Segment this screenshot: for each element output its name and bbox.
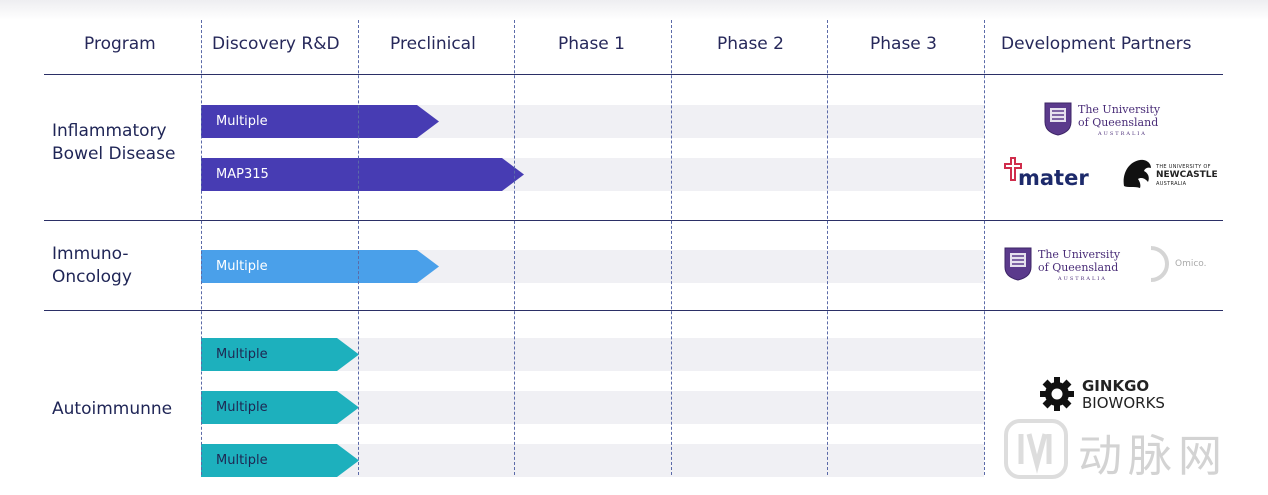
- column-divider-preclinical: [358, 20, 359, 475]
- uq-name-line1: The University: [1078, 103, 1161, 116]
- bar-ibd-map315: MAP315: [201, 158, 524, 191]
- uq-subtitle: AUSTRALIA: [1098, 131, 1147, 137]
- uq-name-line2: of Queensland: [1078, 116, 1159, 129]
- omico-arc-icon: [1150, 246, 1169, 282]
- mater-cross-icon: [1004, 157, 1022, 181]
- newcastle-subtitle: AUSTRALIA: [1156, 181, 1187, 187]
- bar-immuno-multiple: Multiple: [201, 250, 439, 283]
- watermark-text: 动脉网: [1078, 431, 1228, 482]
- uq-subtitle-2: AUSTRALIA: [1058, 276, 1107, 282]
- ginkgo-line1: GINKGO: [1082, 377, 1150, 395]
- uq-name-line2-2: of Queensland: [1038, 261, 1119, 274]
- row-divider-1: [44, 220, 1223, 221]
- program-ibd: Inflammatory Bowel Disease: [52, 121, 176, 164]
- bar-ibd-multiple: Multiple: [201, 105, 439, 138]
- ginkgo-gear-icon: [1040, 377, 1074, 411]
- header-partners: Development Partners: [1001, 34, 1192, 54]
- column-divider-phase1: [514, 20, 515, 475]
- header-phase2: Phase 2: [717, 34, 784, 54]
- uq-name-line1-2: The University: [1038, 248, 1121, 261]
- header-phase3: Phase 3: [870, 34, 937, 54]
- ginkgo-line2: BIOWORKS: [1082, 394, 1165, 412]
- row-divider-2: [44, 310, 1223, 311]
- column-divider-discovery: [201, 20, 202, 475]
- header-divider: [44, 74, 1223, 75]
- header-preclinical: Preclinical: [390, 34, 476, 54]
- uq-crest-icon: [1044, 102, 1072, 136]
- omico-wordmark: Omico.: [1175, 259, 1207, 269]
- program-autoimmune: Autoimmunne: [52, 399, 173, 419]
- uq-crest-icon-2: [1004, 247, 1032, 281]
- bar-auto-multiple-1: Multiple: [201, 338, 359, 371]
- header-discovery: Discovery R&D: [212, 34, 340, 54]
- newcastle-name: NEWCASTLE: [1156, 170, 1218, 180]
- top-band: [0, 0, 1268, 20]
- column-divider-partners: [984, 20, 985, 475]
- newcastle-small-text: THE UNIVERSITY OF: [1156, 164, 1211, 170]
- watermark-logo-icon: [1004, 419, 1068, 479]
- program-immuno-oncology: Immuno-Oncology: [52, 244, 132, 287]
- mater-wordmark: mater: [1018, 166, 1089, 190]
- newcastle-horse-icon: [1123, 159, 1151, 188]
- column-divider-phase2: [671, 20, 672, 475]
- bar-auto-multiple-2: Multiple: [201, 391, 359, 424]
- bar-auto-multiple-3: Multiple: [201, 444, 359, 477]
- column-divider-phase3: [827, 20, 828, 475]
- header-program: Program: [84, 34, 156, 54]
- header-phase1: Phase 1: [558, 34, 625, 54]
